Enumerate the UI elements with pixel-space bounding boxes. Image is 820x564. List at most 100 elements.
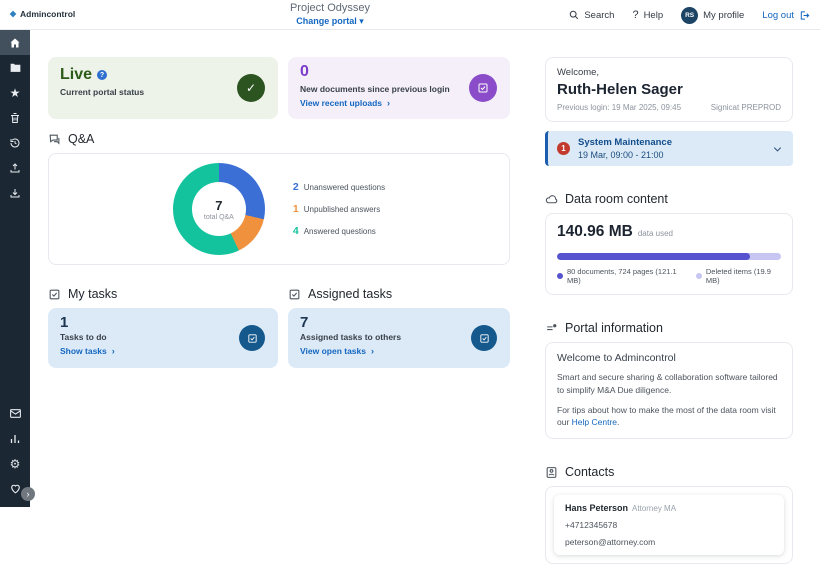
new-documents-count: 0 (300, 63, 309, 80)
usage-bar-fill (557, 253, 750, 260)
expand-icon: › (26, 489, 30, 499)
system-maintenance-banner[interactable]: 1 System Maintenance 19 Mar, 09:00 - 21:… (545, 131, 793, 166)
notification-badge: 1 (557, 142, 570, 155)
qa-legend: 2 Unanswered questions 1 Unpublished ans… (293, 181, 385, 237)
task-doc-icon (479, 333, 489, 343)
support-heart-icon (10, 484, 20, 494)
gear-icon: ⚙ (9, 456, 21, 471)
sidebar-item-upload[interactable] (0, 155, 30, 180)
home-icon (10, 38, 20, 47)
chevron-right-icon: › (111, 346, 115, 356)
contacts-header: Contacts (545, 465, 793, 479)
page-title: Project Odyssey (289, 2, 371, 14)
contact-phone: +4712345678 (565, 520, 618, 530)
qa-legend-count: 2 (292, 181, 299, 193)
contact-item[interactable]: Hans Peterson Attorney MA +4712345678 pe… (554, 495, 784, 555)
usage-legend-dot (695, 273, 702, 279)
my-tasks-section: My tasks 1 Tasks to do Show tasks › (48, 287, 278, 368)
sidebar-item-reports[interactable] (0, 426, 30, 451)
view-open-tasks-link[interactable]: View open tasks › (300, 346, 374, 356)
portal-info-body: Smart and secure sharing & collaboration… (557, 372, 778, 395)
sidebar-item-documents[interactable] (0, 55, 30, 80)
portal-info-title: Portal information (565, 321, 663, 335)
qa-section: Q&A 7 total Q&A 2 Unanswered questions 1… (48, 132, 510, 265)
help-button[interactable]: ? Help (632, 9, 664, 21)
user-name: Ruth-Helen Sager (557, 81, 683, 98)
sidebar-item-favorites[interactable]: ★ (0, 80, 30, 105)
portal-info-card: Welcome to Admincontrol Smart and secure… (545, 342, 793, 439)
upload-icon (10, 162, 20, 172)
assigned-tasks-card: 7 Assigned tasks to others View open tas… (288, 308, 510, 368)
assigned-tasks-section: Assigned tasks 7 Assigned tasks to other… (288, 287, 510, 368)
star-icon: ★ (9, 85, 21, 100)
assigned-tasks-badge (471, 325, 497, 351)
sidebar-item-settings[interactable]: ⚙ (0, 451, 30, 476)
usage-legend: 80 documents, 724 pages (121.1 MB) Delet… (557, 267, 781, 285)
sidebar-item-trash[interactable] (0, 105, 30, 130)
maintenance-title: System Maintenance (578, 137, 672, 148)
history-icon (10, 138, 20, 147)
tasks-icon (289, 289, 300, 299)
contact-name: Hans Peterson (565, 503, 629, 513)
contacts-card: Hans Peterson Attorney MA +4712345678 pe… (545, 486, 793, 564)
contact-role: Attorney MA (632, 504, 677, 513)
qa-legend-count: 1 (292, 203, 299, 215)
tasks-row: My tasks 1 Tasks to do Show tasks › Assig… (48, 287, 510, 368)
qa-section-header: Q&A (48, 132, 510, 146)
contact-card-icon (546, 466, 557, 478)
check-icon: ✓ (245, 81, 257, 95)
show-tasks-link[interactable]: Show tasks › (60, 346, 115, 356)
chevron-down-icon[interactable] (772, 143, 783, 154)
help-centre-link[interactable]: Help Centre (571, 417, 618, 428)
sidebar-item-download[interactable] (0, 180, 30, 205)
maintenance-time: 19 Mar, 09:00 - 21:00 (578, 150, 664, 160)
top-header: Admincontrol Project Odyssey Change port… (0, 0, 820, 30)
admincontrol-logo[interactable]: Admincontrol (9, 9, 75, 19)
contact-email: peterson@attorney.com (565, 537, 656, 547)
new-documents-card: 0 New documents since previous login Vie… (288, 57, 510, 119)
portal-status-card: Live ? Current portal status ✓ (48, 57, 278, 119)
sidebar-bottom-group: ⚙ (0, 401, 30, 501)
log-out-button[interactable]: Log out (762, 10, 810, 21)
qa-title: Q&A (68, 132, 95, 146)
data-room-header: Data room content (545, 192, 793, 206)
sidebar-item-messages[interactable] (0, 401, 30, 426)
view-recent-uploads-link[interactable]: View recent uploads › (300, 98, 391, 108)
status-info-icon[interactable]: ? (97, 70, 108, 80)
status-check-badge: ✓ (237, 74, 265, 102)
usage-bar-track (557, 253, 781, 260)
usage-legend-deleted: Deleted items (19.9 MB) (695, 267, 781, 285)
log-out-icon (800, 10, 810, 20)
bar-chart-icon (10, 434, 20, 443)
my-tasks-title: My tasks (68, 287, 118, 301)
sidebar-item-history[interactable] (0, 130, 30, 155)
my-profile-button[interactable]: RS My profile (681, 6, 744, 24)
data-room-title: Data room content (565, 192, 668, 206)
search-button[interactable]: Search (569, 10, 614, 21)
welcome-greeting: Welcome, (557, 67, 600, 78)
trash-icon (11, 112, 19, 123)
qa-legend-item-unpublished: 1 Unpublished answers (292, 203, 381, 215)
announcement-icon (547, 323, 557, 330)
portal-status-value: Live (60, 66, 93, 83)
assigned-tasks-count: 7 (300, 314, 309, 331)
change-portal-button[interactable]: Change portal ▾ (296, 16, 364, 26)
sidebar-expand-button[interactable]: › (21, 487, 35, 501)
qa-donut-chart: 7 total Q&A (172, 163, 265, 255)
document-icon (478, 83, 488, 93)
welcome-card: Welcome, Ruth-Helen Sager Previous login… (545, 57, 793, 122)
sidebar-item-support[interactable] (0, 476, 30, 501)
portal-info-heading: Welcome to Admincontrol (557, 352, 676, 364)
qa-legend-item-unanswered: 2 Unanswered questions (292, 181, 386, 193)
left-sidebar: ★ ⚙ (0, 30, 30, 507)
my-tasks-badge (239, 325, 265, 351)
help-icon: ? (632, 9, 639, 21)
main-content: Live ? Current portal status ✓ 0 New doc… (48, 57, 510, 368)
header-center: Project Odyssey Change portal ▾ (290, 2, 370, 27)
assigned-tasks-header: Assigned tasks (288, 287, 510, 301)
sidebar-item-home[interactable] (0, 30, 30, 55)
qa-donut-center: 7 total Q&A (191, 182, 246, 236)
data-used-label: data used (637, 229, 673, 238)
new-documents-label: New documents since previous login (300, 84, 450, 94)
admincontrol-logo-icon (9, 10, 17, 18)
